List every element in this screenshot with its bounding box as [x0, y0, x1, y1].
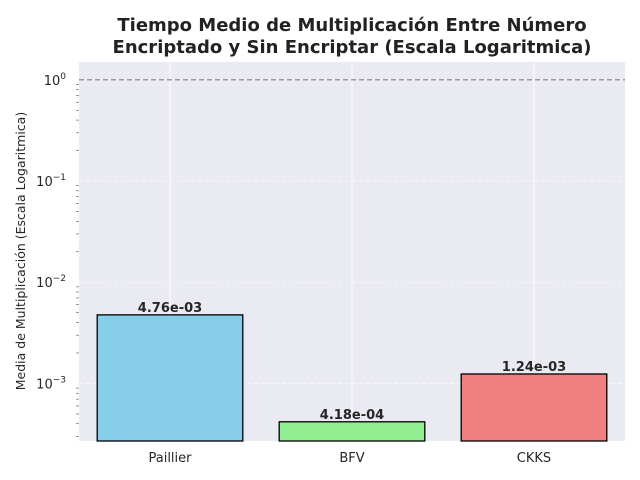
x-tick-label: Paillier	[148, 451, 192, 466]
x-tick-label: BFV	[339, 451, 364, 466]
bar-value-label: 4.76e-03	[138, 301, 202, 316]
bar-value-label: 4.18e-04	[320, 408, 384, 423]
y-axis-label: Media de Multiplicación (Escala Logaritm…	[13, 112, 28, 390]
y-tick-label: 10−1	[36, 173, 66, 190]
chart-title-line-1: Tiempo Medio de Multiplicación Entre Núm…	[117, 15, 586, 36]
x-tick-label: CKKS	[517, 451, 551, 466]
chart-title-line-2: Encriptado y Sin Encriptar (Escala Logar…	[113, 37, 592, 58]
y-tick-label: 100	[44, 72, 67, 89]
y-tick-label: 10−2	[36, 274, 66, 291]
bar-paillier	[96, 314, 244, 442]
bar-value-label: 1.24e-03	[502, 360, 566, 375]
bar-bfv	[278, 421, 426, 442]
bar-ckks	[460, 373, 608, 442]
y-tick-label: 10−3	[36, 375, 66, 392]
